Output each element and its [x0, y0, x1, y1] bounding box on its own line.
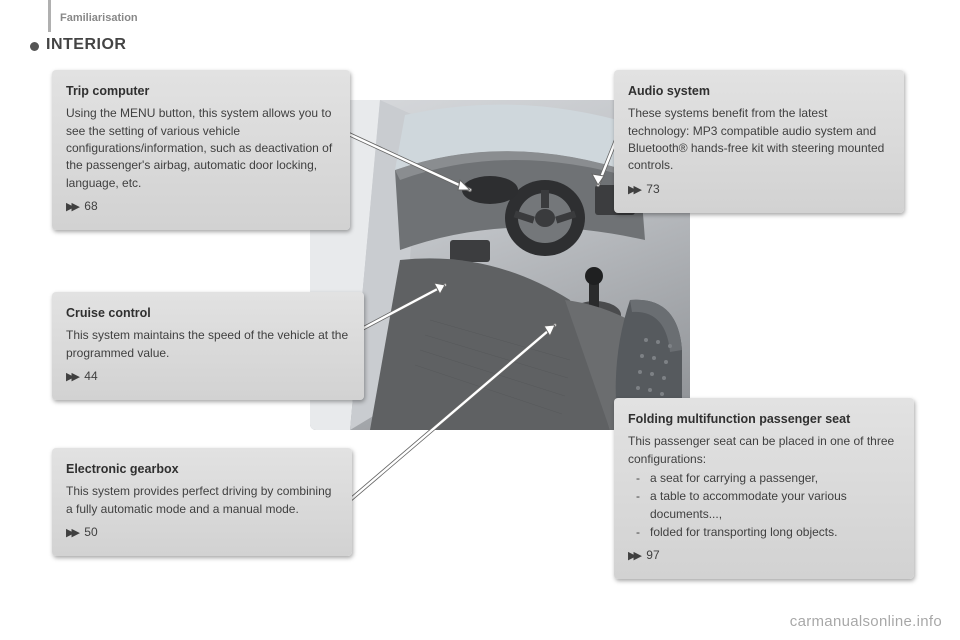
callout-body: Using the MENU button, this system allow… — [66, 105, 336, 192]
callout-body: This system provides perfect driving by … — [66, 483, 338, 518]
list-item: folded for transporting long objects. — [628, 524, 900, 541]
callout-heading: Electronic gearbox — [66, 460, 338, 478]
chevron-icon: ▶▶ — [66, 201, 77, 213]
ref-page: 97 — [646, 548, 659, 562]
callout-trip-computer: Trip computer Using the MENU button, thi… — [52, 70, 350, 230]
callout-body: This system maintains the speed of the v… — [66, 327, 350, 362]
chevron-icon: ▶▶ — [628, 550, 639, 562]
list-item: a seat for carrying a passenger, — [628, 470, 900, 487]
callout-audio-system: Audio system These systems benefit from … — [614, 70, 904, 213]
callout-ref: ▶▶ 44 — [66, 368, 350, 386]
header-accent-bar — [48, 0, 51, 32]
callout-body: These systems benefit from the latest te… — [628, 105, 890, 175]
callout-heading: Trip computer — [66, 82, 336, 100]
watermark: carmanualsonline.info — [790, 613, 942, 630]
list-item: a table to accommodate your various docu… — [628, 488, 900, 523]
chevron-icon: ▶▶ — [628, 184, 639, 196]
callout-ref: ▶▶ 97 — [628, 547, 900, 565]
callout-cruise-control: Cruise control This system maintains the… — [52, 292, 364, 400]
callout-folding-seat: Folding multifunction passenger seat Thi… — [614, 398, 914, 579]
ref-page: 73 — [646, 182, 659, 196]
ref-page: 50 — [84, 525, 97, 539]
callout-heading: Cruise control — [66, 304, 350, 322]
callout-ref: ▶▶ 50 — [66, 524, 338, 542]
section-label: Familiarisation — [60, 12, 138, 24]
callout-electronic-gearbox: Electronic gearbox This system provides … — [52, 448, 352, 556]
chevron-icon: ▶▶ — [66, 371, 77, 383]
callout-ref: ▶▶ 73 — [628, 181, 890, 199]
callout-intro: This passenger seat can be placed in one… — [628, 433, 900, 468]
callout-heading: Audio system — [628, 82, 890, 100]
ref-page: 68 — [84, 199, 97, 213]
ref-page: 44 — [84, 369, 97, 383]
chevron-icon: ▶▶ — [66, 527, 77, 539]
title-bullet — [30, 42, 39, 51]
callout-ref: ▶▶ 68 — [66, 198, 336, 216]
page-title: INTERIOR — [46, 36, 126, 54]
callout-heading: Folding multifunction passenger seat — [628, 410, 900, 428]
callout-list: a seat for carrying a passenger, a table… — [628, 470, 900, 542]
